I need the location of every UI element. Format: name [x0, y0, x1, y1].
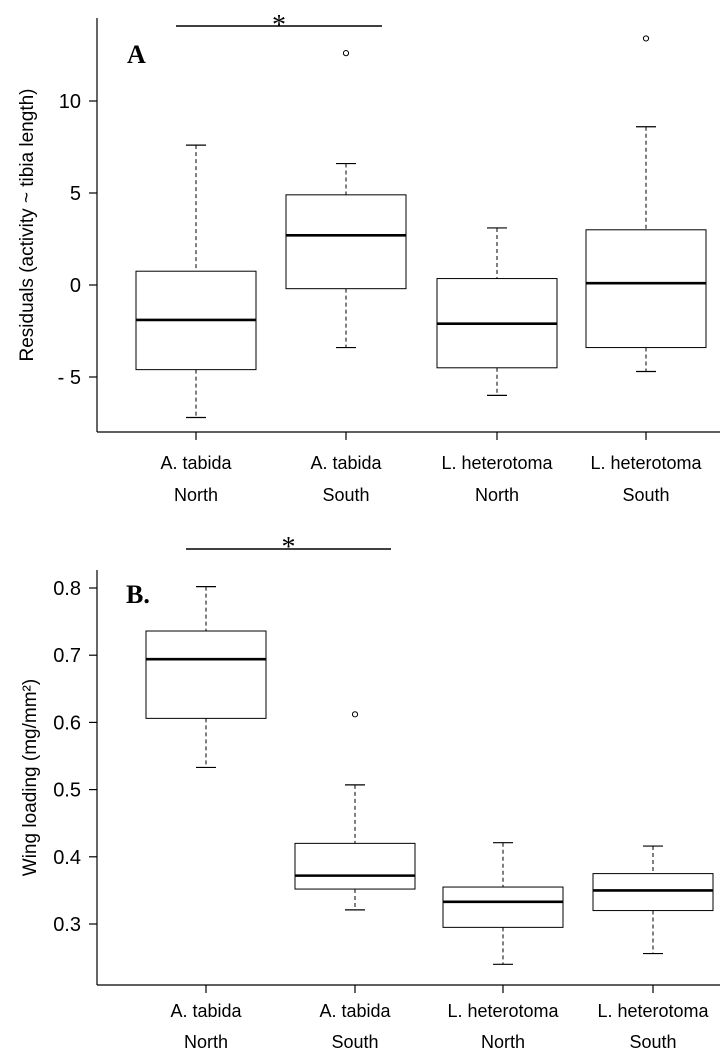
panel-b-boxplot: 0.8 0.7 0.6 0.5 0.4 0.3 Wing loading (mg/mm²) A… [20, 532, 720, 1052]
x-tick-label-species: A. tabida [310, 453, 382, 473]
x-tick-label-region: South [322, 485, 369, 505]
x-tick-label-region: South [331, 1032, 378, 1052]
box-iqr [585, 229, 707, 349]
panel-label: B. [126, 580, 150, 609]
box-group [436, 227, 558, 396]
x-tick-label-species: A. tabida [170, 1001, 242, 1021]
significance-asterisk: * [272, 10, 286, 41]
box-group [592, 845, 714, 955]
x-tick-label-species: L. heterotoma [447, 1001, 559, 1021]
y-tick-label: 0.7 [53, 645, 81, 667]
y-tick-label: 0.4 [53, 847, 81, 869]
box-iqr [294, 842, 416, 890]
y-tick-label: 0 [70, 275, 81, 297]
x-tick-label-species: L. heterotoma [441, 453, 553, 473]
y-tick-label: - 5 [58, 367, 81, 389]
y-tick-label: 5 [70, 183, 81, 205]
x-tick-label-species: L. heterotoma [590, 453, 702, 473]
box-iqr [592, 873, 714, 912]
x-tick-label-region: South [622, 485, 669, 505]
x-tick-label-species: A. tabida [319, 1001, 391, 1021]
outlier-point [351, 711, 359, 718]
box-group [285, 50, 407, 349]
box-group [294, 711, 416, 911]
y-tick-label: 0.8 [53, 578, 81, 600]
box-group [145, 586, 267, 769]
x-tick-label-region: North [184, 1032, 228, 1052]
box-group [135, 144, 257, 419]
x-tick-label-species: L. heterotoma [597, 1001, 709, 1021]
panel-a-boxplot: 10 5 0 - 5 Residuals (activity ~ tibia lengt… [17, 10, 720, 505]
x-tick-label-species: A. tabida [160, 453, 232, 473]
y-tick-label: 0.6 [53, 712, 81, 734]
x-tick-label-region: South [629, 1032, 676, 1052]
panel-label: A [127, 40, 146, 69]
significance-asterisk: * [282, 532, 296, 563]
y-tick-label: 0.5 [53, 780, 81, 802]
box-iqr [145, 630, 267, 719]
x-tick-label-region: North [481, 1032, 525, 1052]
outlier-point [342, 50, 350, 57]
box-iqr [285, 194, 407, 290]
box-group [442, 842, 564, 965]
y-tick-label: 0.3 [53, 914, 81, 936]
box-iqr [442, 886, 564, 928]
y-axis-title: Wing loading (mg/mm²) [20, 679, 41, 876]
x-tick-label-region: North [475, 485, 519, 505]
y-axis-title: Residuals (activity ~ tibia length) [17, 89, 38, 362]
x-tick-label-region: North [174, 485, 218, 505]
outlier-point [642, 35, 650, 42]
y-tick-label: 10 [59, 91, 81, 113]
box-group [585, 35, 707, 373]
